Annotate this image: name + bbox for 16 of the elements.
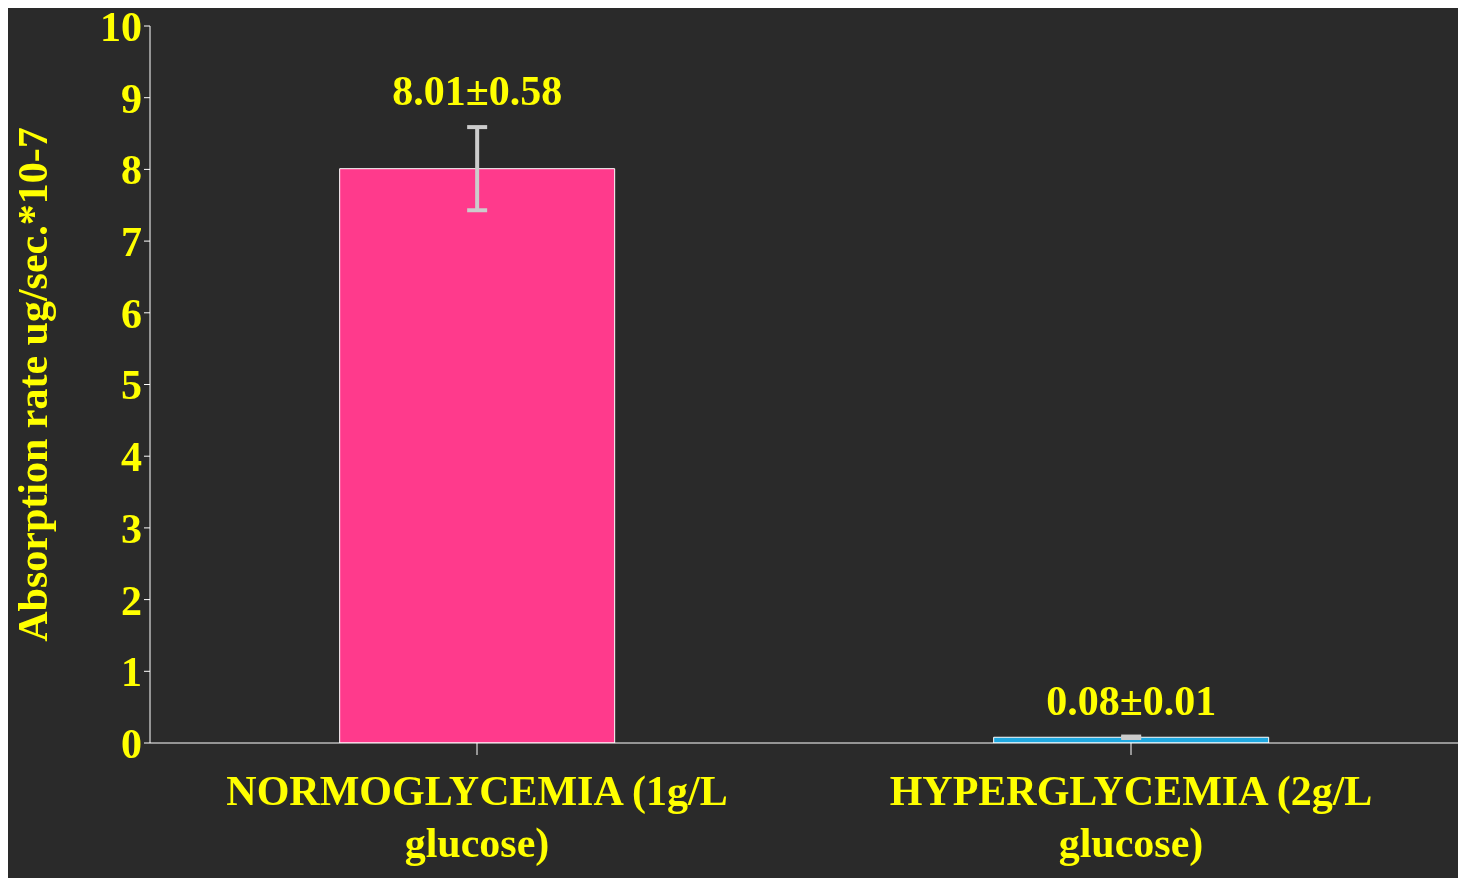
y-tick-label: 6 xyxy=(121,290,142,337)
data-label: 8.01±0.58 xyxy=(392,68,563,115)
y-tick-label: 0 xyxy=(121,720,142,767)
y-tick-label: 9 xyxy=(121,75,142,122)
y-axis-title: Absorption rate ug/sec.*10-7 xyxy=(9,127,56,642)
y-tick-label: 3 xyxy=(121,505,142,552)
y-tick-label: 10 xyxy=(100,3,142,50)
x-tick-label: NORMOGLYCEMIA (1g/L glucose) xyxy=(226,768,728,867)
y-tick-label: 7 xyxy=(121,219,142,266)
y-tick-label: 4 xyxy=(121,434,142,481)
x-tick-label: HYPERGLYCEMIA (2g/L glucose) xyxy=(889,768,1373,867)
y-tick-label: 8 xyxy=(121,147,142,194)
y-tick-label: 1 xyxy=(121,649,142,696)
y-tick-label: 2 xyxy=(121,577,142,624)
y-tick-label: 5 xyxy=(121,362,142,409)
data-label: 0.08±0.01 xyxy=(1046,677,1217,724)
